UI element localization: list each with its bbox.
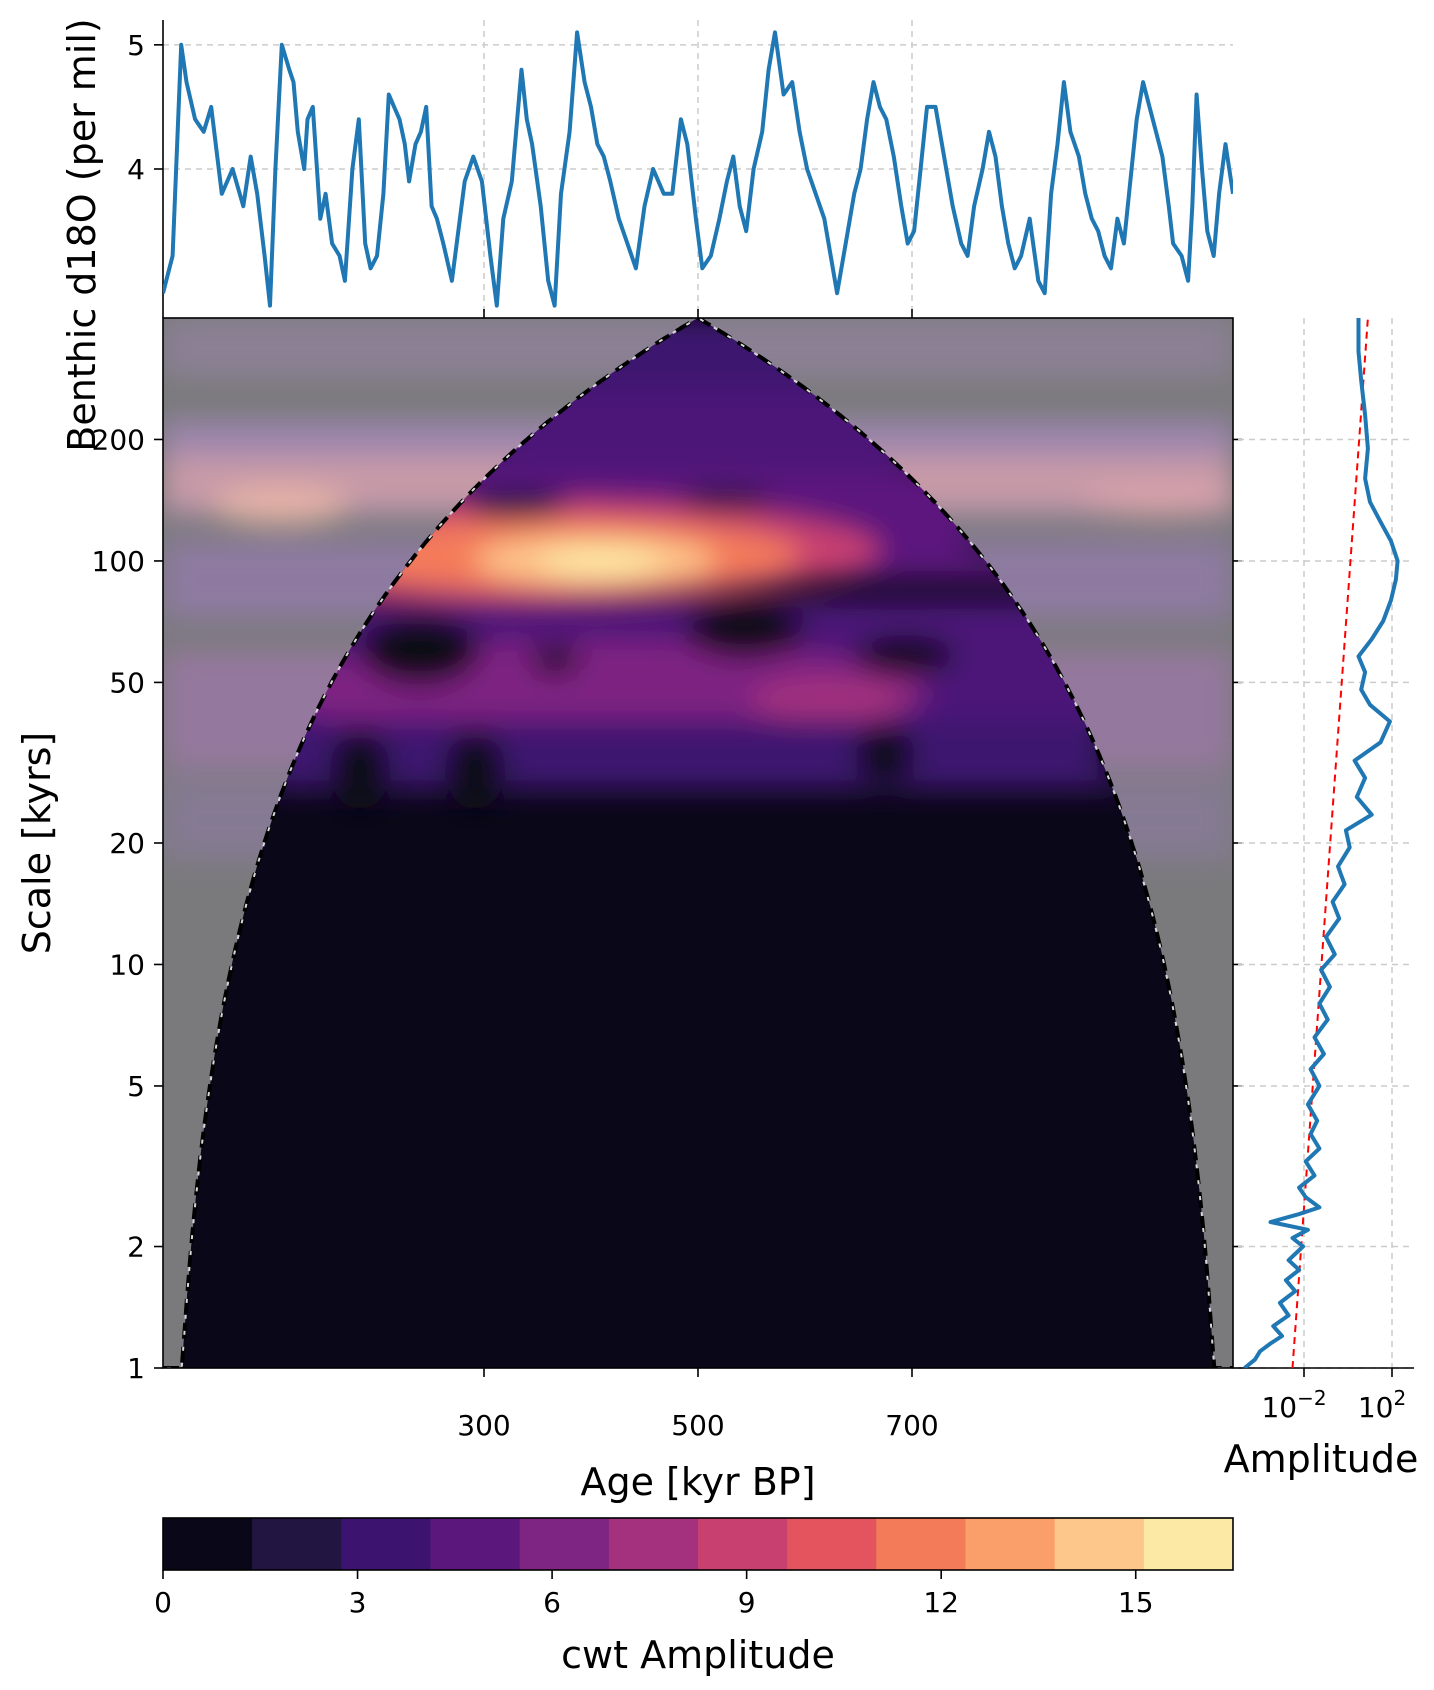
timeseries-yticks: 45 [127, 29, 163, 186]
colorbar-tick-label: 0 [154, 1586, 172, 1619]
scalogram-ytick-label: 50 [109, 666, 145, 699]
timeseries-panel: 45 Benthic d18O (per mil) [60, 18, 1233, 452]
colorbar-swatch [1054, 1518, 1145, 1570]
colorbar-swatches [163, 1518, 1234, 1570]
timeseries-ytick-label: 4 [127, 153, 145, 186]
colorbar-tick-label: 9 [738, 1586, 756, 1619]
spectrum-reference-line [1291, 318, 1369, 1368]
scalogram-xtick-label: 500 [671, 1409, 724, 1442]
cone-of-influence-line [163, 318, 1233, 1368]
colorbar-swatch [252, 1518, 342, 1570]
colorbar-label: cwt Amplitude [561, 1633, 835, 1677]
scalogram-ytick-label: 10 [109, 948, 145, 981]
scalogram-xlabel: Age [kyr BP] [580, 1460, 815, 1504]
colorbar-swatch [430, 1518, 521, 1570]
colorbar-panel: 0 3 6 9 12 15 cwt Amplitude [154, 1517, 1234, 1677]
colorbar-swatch [698, 1518, 788, 1570]
colorbar-swatch [965, 1518, 1056, 1570]
spectrum-grid [1238, 318, 1414, 1369]
spectrum-xlabel: Amplitude [1224, 1437, 1419, 1481]
colorbar-swatch [341, 1518, 431, 1570]
scalogram-xtick-label: 300 [457, 1409, 510, 1442]
scalogram-ytick-label: 5 [127, 1070, 145, 1103]
scalogram-panel: 1 2 5 10 20 50 100 200 300 500 700 Age [kyr BP] S… [15, 317, 1242, 1504]
spectrum-xtick-label: 102 [1358, 1386, 1406, 1424]
colorbar-swatch [163, 1518, 253, 1570]
timeseries-grid [163, 20, 1233, 318]
spectrum-panel: 10−2 102 Amplitude [1224, 318, 1419, 1481]
scalogram-ytick-label: 2 [127, 1231, 145, 1264]
colorbar-swatch [608, 1518, 699, 1570]
scalogram-ytick-label: 1 [127, 1352, 145, 1385]
colorbar-frame [162, 1517, 1234, 1571]
colorbar-tick-label: 3 [349, 1586, 367, 1619]
colorbar-tick-label: 12 [923, 1586, 959, 1619]
scalogram-ytick-label: 200 [92, 423, 145, 456]
timeseries-ylabel: Benthic d18O (per mil) [60, 18, 104, 452]
colorbar-swatch [787, 1518, 877, 1570]
spectrum-xticks: 10−2 102 [1261, 1368, 1406, 1424]
timeseries-xticks [483, 309, 913, 318]
colorbar-swatch [519, 1518, 610, 1570]
scalogram-ytick-label: 100 [92, 545, 145, 578]
colorbar-tick-label: 15 [1118, 1586, 1154, 1619]
colorbar-tick-label: 6 [543, 1586, 561, 1619]
scalogram-yticks: 1 2 5 10 20 50 100 200 [92, 423, 1242, 1385]
colorbar-swatch [876, 1518, 966, 1570]
spectrum-xtick-label: 10−2 [1261, 1386, 1326, 1424]
timeseries-ytick-label: 5 [127, 29, 145, 62]
d18o-series-line [163, 30, 1233, 308]
colorbar-swatch [1143, 1518, 1234, 1570]
spectrum-amplitude-line [1243, 318, 1400, 1368]
scalogram-ytick-label: 20 [109, 827, 145, 860]
scalogram-ylabel: Scale [kyrs] [15, 732, 59, 955]
scalogram-xticks: 300 500 700 [457, 1368, 939, 1442]
colorbar-ticks: 0 3 6 9 12 15 [154, 1570, 1154, 1619]
scalogram-xtick-label: 700 [885, 1409, 938, 1442]
